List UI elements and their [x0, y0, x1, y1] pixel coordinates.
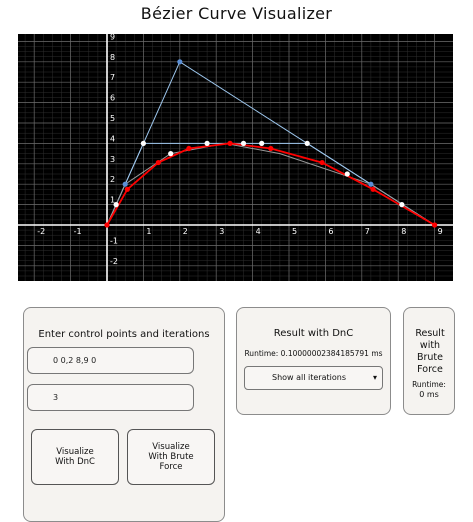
blue-point-marker	[122, 181, 128, 187]
white-point-marker	[204, 140, 210, 146]
x-tick-label: 2	[183, 227, 188, 236]
red-point-marker	[227, 140, 233, 146]
visualize-brute-force-button[interactable]: Visualize With Brute Force	[127, 429, 215, 485]
control-points-input[interactable]: 0 0,2 8,9 0	[27, 347, 194, 374]
bezier-plot: -2 -1 1 2 3 4 5 6 7 8 9 -2 -1 1 2 3 4 5 6 7 8 9	[18, 34, 453, 281]
x-tick-label: 9	[438, 227, 443, 236]
blue-point-marker	[368, 181, 374, 187]
red-point-marker	[186, 145, 192, 152]
dnc-runtime: Runtime: 0.10000002384185791 ms	[244, 349, 383, 358]
red-point-marker	[370, 186, 376, 192]
y-tick-label: 8	[110, 53, 115, 62]
page-title: Bézier Curve Visualizer	[140, 4, 333, 23]
y-tick-label: 5	[110, 114, 115, 123]
dnc-result-panel: Result with DnC Runtime: 0.1000000238418…	[236, 307, 391, 415]
red-point-marker	[104, 222, 110, 228]
y-tick-label: 3	[110, 155, 115, 164]
white-point-marker	[140, 140, 146, 146]
visualize-dnc-button[interactable]: Visualize With DnC	[31, 429, 119, 485]
x-tick-label: -2	[37, 227, 45, 236]
white-point-marker	[168, 151, 174, 157]
input-panel: Enter control points and iterations	[23, 307, 225, 522]
y-tick-label: 9	[110, 34, 115, 41]
x-tick-label: 8	[401, 227, 406, 236]
y-tick-label: 1	[110, 196, 115, 205]
red-point-marker	[155, 159, 161, 166]
chevron-down-icon: ▾	[372, 373, 377, 382]
y-tick-label: 2	[110, 175, 115, 184]
red-point-marker	[319, 159, 325, 166]
red-point-marker	[432, 222, 438, 228]
y-tick-label: 4	[110, 134, 115, 143]
white-point-marker	[304, 140, 310, 146]
red-point-marker	[268, 145, 274, 152]
iteration-select-value: Show all iterations	[272, 373, 346, 382]
x-tick-label: 6	[328, 227, 333, 236]
x-tick-label: -1	[74, 227, 82, 236]
y-tick-label: 7	[110, 73, 115, 82]
white-point-marker	[399, 202, 405, 208]
x-tick-label: 1	[146, 227, 151, 236]
input-panel-heading: Enter control points and iterations	[38, 329, 210, 340]
dnc-result-heading: Result with DnC	[273, 328, 354, 339]
iteration-select[interactable]: Show all iterations ▾	[244, 366, 383, 390]
white-point-marker	[113, 202, 119, 208]
visualize-brute-force-label: Visualize With Brute Force	[148, 442, 194, 472]
blue-point-marker	[177, 59, 183, 65]
iterations-input[interactable]: 3	[27, 384, 194, 411]
x-tick-label: 3	[219, 227, 224, 236]
x-tick-label: 7	[365, 227, 370, 236]
brute-force-runtime-label: Runtime:	[412, 380, 446, 389]
white-point-marker	[344, 171, 350, 177]
y-tick-label: -2	[110, 257, 118, 266]
x-tick-label: 4	[256, 227, 261, 236]
red-point-marker	[124, 186, 130, 192]
visualize-dnc-label: Visualize With DnC	[55, 447, 95, 467]
white-point-marker	[259, 140, 265, 146]
y-tick-label: 6	[110, 94, 115, 103]
brute-force-runtime-value: 0 ms	[419, 390, 439, 399]
x-tick-label: 5	[292, 227, 297, 236]
brute-force-heading: Result with Brute Force	[415, 328, 445, 375]
white-point-marker	[240, 140, 247, 146]
y-tick-label: -1	[110, 236, 118, 245]
brute-force-result-panel: Result with Brute Force Runtime: 0 ms	[403, 307, 455, 415]
